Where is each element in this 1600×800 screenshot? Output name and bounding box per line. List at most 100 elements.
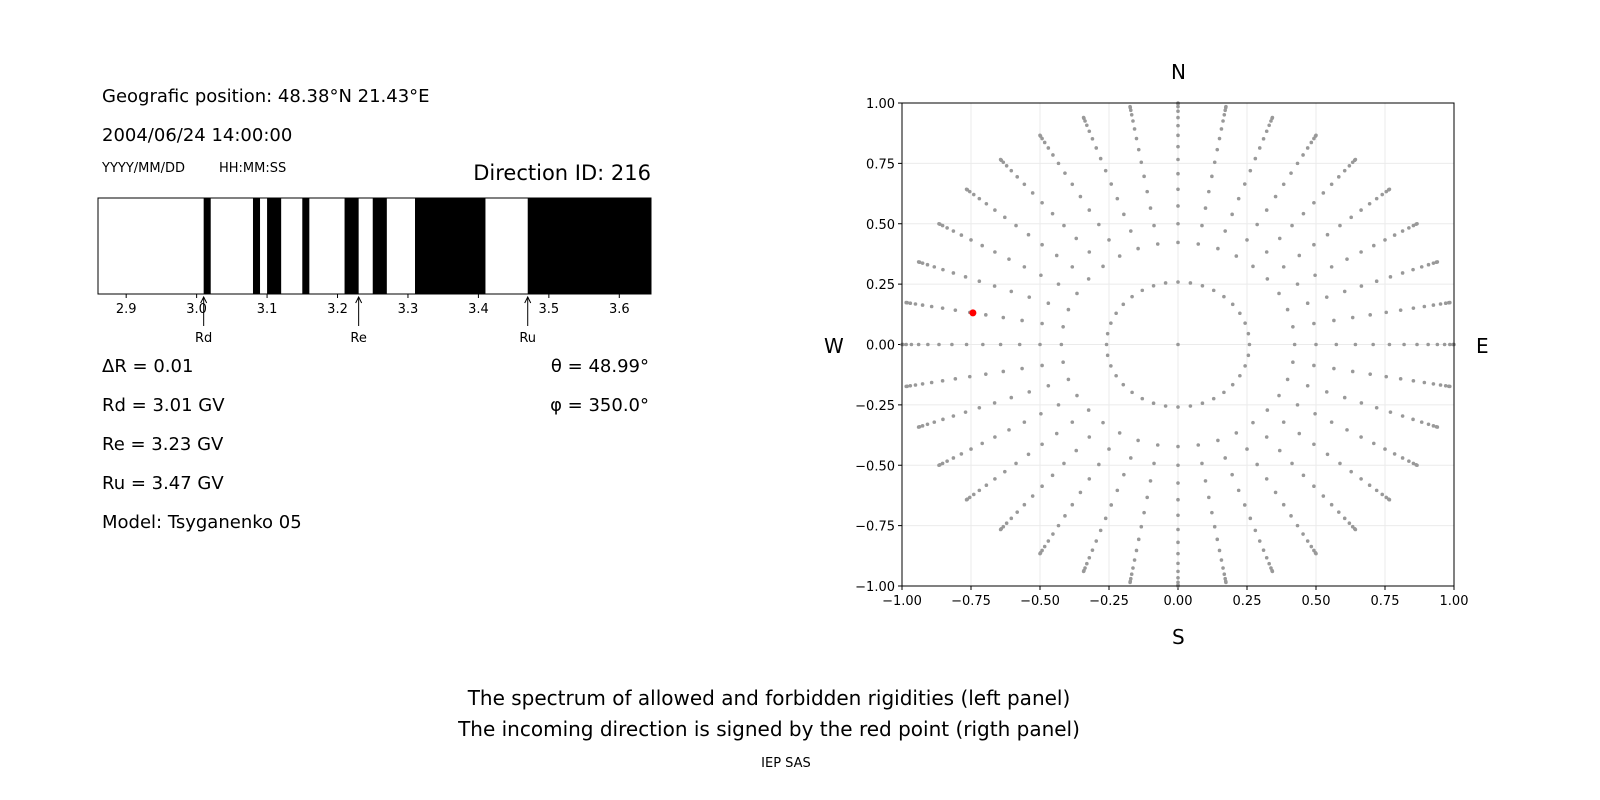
- direction-point: [1207, 495, 1211, 500]
- direction-point: [1336, 510, 1341, 514]
- direction-point: [1007, 428, 1011, 432]
- direction-point: [1136, 246, 1140, 251]
- direction-point: [1347, 164, 1352, 168]
- direction-point: [984, 202, 989, 206]
- direction-point: [1301, 473, 1306, 478]
- direction-point: [1359, 250, 1363, 254]
- direction-point: [1342, 168, 1347, 173]
- direction-point: [1176, 444, 1180, 449]
- direction-point: [1281, 265, 1286, 269]
- direction-point: [1196, 242, 1201, 246]
- direction-point: [951, 456, 956, 460]
- direction-point: [969, 238, 973, 242]
- direction-point: [1411, 223, 1416, 228]
- direction-point: [1392, 233, 1397, 237]
- direction-point: [1050, 473, 1055, 478]
- direction-point: [1270, 569, 1275, 574]
- direction-point: [1314, 342, 1318, 347]
- arrow-head-icon: [524, 295, 532, 304]
- direction-point: [1324, 295, 1329, 299]
- direction-point: [1312, 242, 1316, 247]
- direction-point: [1438, 383, 1443, 387]
- direction-point: [1114, 373, 1118, 378]
- direction-point: [1046, 383, 1051, 388]
- direction-point: [1176, 463, 1180, 468]
- direction-point: [993, 208, 997, 212]
- direction-point: [1155, 443, 1160, 447]
- direction-point: [1056, 161, 1061, 166]
- direction-point: [1128, 580, 1132, 585]
- direction-point: [1030, 494, 1035, 498]
- direction-point: [1359, 477, 1363, 481]
- direction-point: [1211, 288, 1216, 293]
- direction-point: [1312, 200, 1316, 205]
- direction-point: [925, 422, 930, 427]
- direction-point: [916, 342, 921, 347]
- direction-point: [1265, 408, 1270, 412]
- direction-point: [1435, 260, 1440, 264]
- direction-point: [1264, 208, 1269, 212]
- direction-point: [1086, 277, 1091, 281]
- direction-point: [1014, 461, 1018, 466]
- direction-point: [1301, 211, 1306, 216]
- direction-point: [1176, 575, 1180, 580]
- direction-point: [1353, 157, 1358, 162]
- direction-point: [1188, 281, 1193, 285]
- spectrum-tick-label: 3.4: [468, 302, 489, 317]
- direction-point: [937, 463, 941, 468]
- direction-point: [1117, 431, 1122, 435]
- direction-point: [1371, 342, 1375, 347]
- direction-point: [1030, 191, 1035, 195]
- direction-point: [1291, 324, 1295, 329]
- direction-point: [1264, 555, 1269, 560]
- y-tick-label: 1.00: [866, 97, 895, 112]
- direction-point: [929, 304, 934, 309]
- direction-point: [1388, 410, 1393, 414]
- direction-point: [1139, 160, 1144, 165]
- direction-point: [1176, 109, 1180, 114]
- direction-point: [1305, 301, 1310, 306]
- direction-point: [1129, 229, 1133, 233]
- direction-point: [964, 342, 969, 347]
- direction-point: [1431, 424, 1436, 428]
- direction-point: [1142, 510, 1146, 515]
- direction-point: [1264, 250, 1269, 254]
- re-value: Re = 3.23 GV: [102, 434, 224, 455]
- direction-point: [1109, 364, 1113, 368]
- direction-point: [1349, 469, 1353, 474]
- direction-point: [1242, 503, 1247, 507]
- direction-point: [1332, 318, 1336, 323]
- direction-point: [1176, 240, 1180, 245]
- direction-point: [1246, 353, 1251, 358]
- direction-point: [920, 424, 925, 428]
- direction-point: [1289, 171, 1293, 175]
- direction-point: [984, 483, 989, 487]
- direction-point: [1176, 204, 1180, 208]
- direction-point: [1130, 294, 1134, 299]
- direction-point: [1345, 257, 1349, 261]
- direction-point: [1312, 484, 1316, 489]
- direction-point: [1066, 377, 1071, 382]
- direction-point: [964, 187, 969, 192]
- direction-point: [916, 260, 921, 264]
- direction-point: [1431, 382, 1436, 386]
- direction-point: [1255, 222, 1259, 227]
- direction-point: [1329, 182, 1334, 187]
- direction-point: [1009, 289, 1014, 294]
- direction-point: [1081, 115, 1086, 120]
- direction-point: [1109, 182, 1114, 186]
- forbidden-band: [302, 198, 310, 294]
- direction-point: [1415, 463, 1419, 468]
- direction-point: [1422, 304, 1427, 309]
- direction-point: [1078, 490, 1083, 495]
- direction-point: [993, 250, 997, 254]
- direction-point: [993, 477, 997, 481]
- direction-point: [1151, 401, 1156, 406]
- direction-point: [1342, 289, 1347, 294]
- direction-point: [980, 243, 985, 248]
- direction-point: [1176, 497, 1180, 502]
- direction-point: [926, 342, 930, 347]
- direction-point: [1210, 510, 1214, 515]
- direction-point: [1285, 307, 1290, 312]
- direction-point: [1020, 366, 1024, 371]
